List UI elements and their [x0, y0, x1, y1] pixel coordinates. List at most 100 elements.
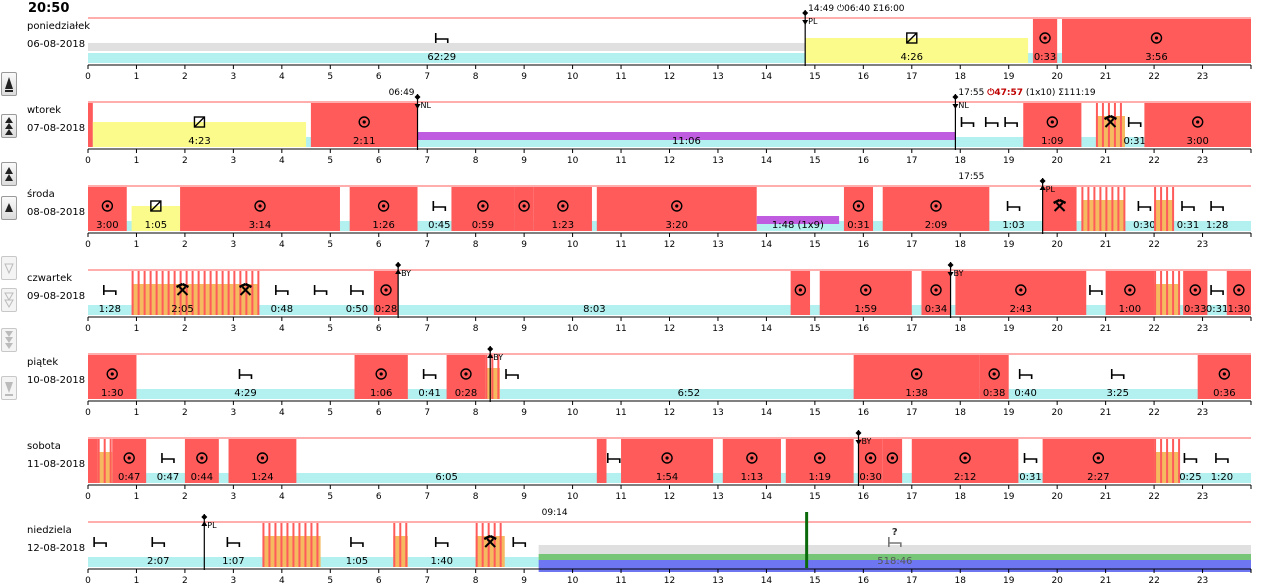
activity-duration: 0:31	[1177, 220, 1199, 231]
bed-icon	[1127, 117, 1142, 127]
hour-label: 9	[521, 408, 527, 418]
hour-label: 3	[231, 492, 237, 502]
hour-label: 18	[955, 156, 967, 166]
activity-duration: 2:11	[353, 136, 375, 147]
activity-drive: 1:13	[722, 439, 781, 483]
summary-part: Σ16:00	[870, 4, 905, 14]
hour-label: 10	[567, 240, 579, 250]
row-summary: 17:55 ⏻47:57 (1x10) Σ111:19	[958, 87, 1095, 98]
activity-drive: 1:00	[1105, 271, 1155, 315]
hour-label: 21	[1100, 408, 1111, 418]
bed-icon	[313, 285, 328, 295]
activity-rest: 1:40	[431, 537, 453, 567]
hour-label: 9	[521, 492, 527, 502]
activity-rest: 0:41	[418, 369, 441, 399]
zoom-down2-button[interactable]	[1, 288, 17, 312]
availability-icon	[906, 32, 918, 44]
steering-wheel-icon	[930, 200, 942, 212]
country-marker: PL	[802, 10, 818, 66]
hour-label: 21	[1100, 492, 1111, 502]
bed-icon	[1183, 453, 1198, 463]
activity-duration: 0:28	[455, 388, 477, 399]
zoom-down-week-button[interactable]	[1, 328, 17, 352]
activity-drive: 0:47	[112, 439, 147, 483]
day-date: 06-08-2018	[27, 39, 85, 50]
hour-axis: 0 1 2 3 4 5 6 7 8 9 10 11 12 13 14 15 16 17 18 19 20 21 22 23	[85, 65, 1252, 82]
hour-label: 5	[327, 156, 333, 166]
steering-wheel-icon	[1039, 32, 1051, 44]
bed-icon	[1210, 285, 1224, 295]
activity-drive: 1:24	[228, 439, 297, 483]
activity-rest: 0:25	[1179, 453, 1202, 483]
activity-rest	[1089, 285, 1103, 295]
activity-drive: 2:09	[882, 187, 990, 231]
hour-label: 19	[1003, 72, 1015, 82]
row-summary: 17:55	[958, 172, 984, 182]
bed-icon	[1023, 453, 1038, 463]
bed-icon	[1089, 285, 1103, 295]
activity-duration: 1:13	[741, 472, 763, 483]
zoom-up-button[interactable]	[1, 196, 17, 220]
activity-rest: 0:45	[428, 201, 451, 231]
day-name: czwartek	[27, 273, 72, 284]
hour-label: 11	[615, 156, 626, 166]
steering-wheel-icon	[988, 368, 1000, 380]
hour-label: 16	[858, 408, 870, 418]
activity-drive: 1:59	[819, 271, 912, 315]
hour-label: 10	[567, 156, 579, 166]
hour-label: 19	[1003, 240, 1015, 250]
steering-wheel-icon	[852, 200, 865, 212]
bed-icon	[161, 453, 175, 463]
hour-label: 6	[376, 72, 382, 82]
activity-ferry: 1:48 (1x9)	[756, 216, 840, 231]
hour-label: 7	[424, 72, 430, 82]
activity-rest: 62:29	[88, 33, 806, 63]
activity-duration: 1:30	[1228, 304, 1250, 315]
hour-label: 14	[761, 156, 773, 166]
clock-icon: ⏻06:40	[837, 3, 870, 14]
activity-duration: 1:23	[552, 220, 574, 231]
day-date: 10-08-2018	[27, 375, 85, 386]
activity-duration: 1:07	[222, 556, 244, 567]
zoom-day-button[interactable]	[1, 72, 17, 96]
hour-label: 6	[376, 576, 382, 586]
zoom-down-day-button[interactable]	[1, 376, 17, 400]
hour-label: 6	[376, 408, 382, 418]
activity-duration: 0:31	[1123, 136, 1145, 147]
activity-rest	[512, 537, 527, 547]
hour-label: 23	[1197, 576, 1208, 586]
hour-label: 19	[1003, 408, 1015, 418]
availability-icon	[150, 200, 162, 212]
zoom-week-button[interactable]	[1, 114, 17, 138]
bed-icon	[1210, 201, 1224, 211]
zoom-down-button[interactable]	[1, 256, 17, 280]
steering-wheel-icon	[671, 200, 683, 212]
country-marker: PL	[201, 514, 217, 570]
activity-duration: 1:40	[431, 556, 453, 567]
day-row: sobota 11-08-2018 0:47 0:47 0:44 1:24 6:05 1:54…	[27, 430, 1252, 502]
activity-duration: 0:41	[418, 388, 440, 399]
activity-duration: 0:30	[859, 472, 881, 483]
hour-label: 2	[182, 240, 188, 250]
hour-label: 15	[809, 156, 820, 166]
hour-label: 13	[712, 492, 723, 502]
activity-duration: 1:54	[656, 472, 678, 483]
hour-label: 15	[809, 408, 820, 418]
hour-label: 21	[1100, 324, 1111, 334]
activity-work	[1095, 103, 1126, 147]
day-row: czwartek 09-08-2018 1:28 2:05 0:48 0:50 0:28 8:…	[27, 262, 1252, 334]
hour-label: 8	[473, 492, 479, 502]
zoom-2day-button[interactable]	[1, 162, 17, 186]
activity-drive: 3:00	[1144, 103, 1251, 147]
activity-duration: 11:06	[672, 136, 701, 147]
activity-rest: 0:31	[1123, 117, 1146, 147]
hour-label: 16	[858, 240, 870, 250]
hour-label: 22	[1148, 72, 1159, 82]
hour-label: 19	[1003, 156, 1015, 166]
activity-duration: 2:05	[171, 304, 193, 315]
hour-label: 10	[567, 324, 579, 334]
activity-duration: 1:30	[101, 388, 123, 399]
steering-wheel-icon	[1046, 116, 1059, 128]
hour-label: 6	[376, 324, 382, 334]
steering-wheel-icon	[794, 284, 807, 296]
